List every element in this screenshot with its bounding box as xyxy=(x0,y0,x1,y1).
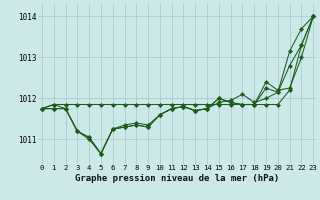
X-axis label: Graphe pression niveau de la mer (hPa): Graphe pression niveau de la mer (hPa) xyxy=(76,174,280,183)
